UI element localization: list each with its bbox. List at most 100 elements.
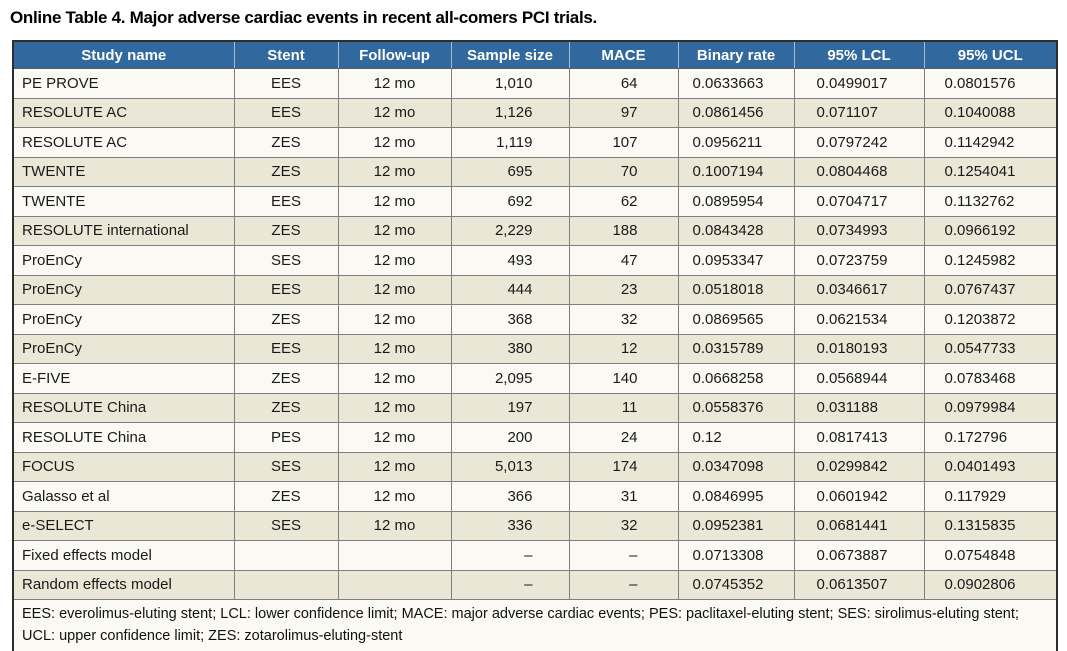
cell-study-name: ProEnCy (12, 304, 235, 335)
table-row: Galasso et al ZES 12 mo 366 31 0.0846995 0.060… (12, 481, 1058, 512)
cell-mace: 11 (568, 392, 679, 423)
cell-follow-up: 12 mo (337, 274, 452, 305)
cell-sample-size: 380 (450, 333, 570, 364)
cell-95-lcl: 0.0613507 (793, 569, 925, 600)
cell-stent: ZES (233, 481, 339, 512)
cell-sample-size: 692 (450, 186, 570, 217)
table-row: Fixed effects model – –0.0713308 0.0673887 0… (12, 540, 1058, 571)
cell-95-lcl: 0.0797242 (793, 127, 925, 158)
cell-stent: ZES (233, 363, 339, 394)
cell-follow-up: 12 mo (337, 245, 452, 276)
cell-mace: – (568, 569, 679, 600)
cell-mace: – (568, 540, 679, 571)
cell-follow-up: 12 mo (337, 186, 452, 217)
cell-mace: 12 (568, 333, 679, 364)
cell-stent: EES (233, 274, 339, 305)
table-row: TWENTE ZES 12 mo 695 70 0.1007194 0.0804468 0.1… (12, 156, 1058, 187)
column-header-follow-up: Follow-up (337, 41, 451, 69)
cell-follow-up: 12 mo (337, 422, 452, 453)
cell-95-ucl: 0.117929 (923, 481, 1058, 512)
cell-95-lcl: 0.0704717 (793, 186, 925, 217)
column-header-95-ucl: 95% UCL (923, 41, 1057, 69)
cell-binary-rate: 0.0518018 (677, 274, 795, 305)
cell-study-name: TWENTE (12, 186, 235, 217)
cell-mace: 64 (568, 68, 679, 99)
table-row: RESOLUTE China PES 12 mo 200 24 0.12 0.0817413… (12, 422, 1058, 453)
cell-study-name: ProEnCy (12, 245, 235, 276)
cell-sample-size: 368 (450, 304, 570, 335)
table-header: Study name Stent Follow-up Sample size MACE B… (13, 41, 1057, 69)
cell-95-ucl: 0.172796 (923, 422, 1058, 453)
cell-95-ucl: 0.1142942 (923, 127, 1058, 158)
cell-study-name: Galasso et al (12, 481, 235, 512)
cell-95-ucl: 0.1203872 (923, 304, 1058, 335)
cell-study-name: RESOLUTE international (12, 215, 235, 246)
cell-binary-rate: 0.0956211 (677, 127, 795, 158)
table-row: ProEnCy EES 12 mo 444 23 0.0518018 0.0346617 0.… (12, 274, 1058, 305)
cell-stent: ZES (233, 392, 339, 423)
column-header-95-lcl: 95% LCL (793, 41, 924, 69)
cell-95-lcl: 0.031188 (793, 392, 925, 423)
cell-stent: ZES (233, 156, 339, 187)
cell-sample-size: – (450, 569, 570, 600)
cell-mace: 97 (568, 97, 679, 128)
cell-stent: PES (233, 422, 339, 453)
table-row: RESOLUTE China ZES 12 mo 197 11 0.0558376 0.03… (12, 392, 1058, 423)
cell-95-lcl: 0.0346617 (793, 274, 925, 305)
cell-follow-up (337, 569, 452, 600)
cell-study-name: Fixed effects model (12, 540, 235, 571)
table-row: TWENTE EES 12 mo 692 62 0.0895954 0.0704717 0.1… (12, 186, 1058, 217)
cell-mace: 24 (568, 422, 679, 453)
cell-stent: ZES (233, 127, 339, 158)
cell-binary-rate: 0.0633663 (677, 68, 795, 99)
cell-binary-rate: 0.0869565 (677, 304, 795, 335)
cell-study-name: TWENTE (12, 156, 235, 187)
cell-binary-rate: 0.0952381 (677, 510, 795, 541)
cell-sample-size: 695 (450, 156, 570, 187)
cell-95-ucl: 0.0902806 (923, 569, 1058, 600)
table-row: RESOLUTE AC ZES 12 mo 1,119 107 0.0956211 0.07… (12, 127, 1058, 158)
table-row: Random effects model – –0.0745352 0.0613507… (12, 569, 1058, 600)
cell-study-name: ProEnCy (12, 274, 235, 305)
cell-sample-size: 200 (450, 422, 570, 453)
cell-95-lcl: 0.0817413 (793, 422, 925, 453)
cell-mace: 70 (568, 156, 679, 187)
cell-study-name: Random effects model (12, 569, 235, 600)
header-row: Study name Stent Follow-up Sample size MACE B… (13, 41, 1057, 69)
cell-stent: ZES (233, 304, 339, 335)
cell-95-ucl: 0.1245982 (923, 245, 1058, 276)
cell-sample-size: – (450, 540, 570, 571)
cell-stent: SES (233, 451, 339, 482)
cell-mace: 62 (568, 186, 679, 217)
table-title: Online Table 4. Major adverse cardiac ev… (10, 8, 597, 27)
cell-binary-rate: 0.0315789 (677, 333, 795, 364)
cell-sample-size: 5,013 (450, 451, 570, 482)
cell-mace: 23 (568, 274, 679, 305)
cell-sample-size: 493 (450, 245, 570, 276)
cell-stent: SES (233, 245, 339, 276)
column-header-mace: MACE (568, 41, 678, 69)
cell-follow-up: 12 mo (337, 304, 452, 335)
cell-binary-rate: 0.0895954 (677, 186, 795, 217)
cell-binary-rate: 0.12 (677, 422, 795, 453)
cell-95-ucl: 0.0401493 (923, 451, 1058, 482)
column-header-binary-rate: Binary rate (677, 41, 794, 69)
cell-binary-rate: 0.0668258 (677, 363, 795, 394)
table-row: ProEnCy EES 12 mo 380 12 0.0315789 0.0180193 0.… (12, 333, 1058, 364)
cell-study-name: RESOLUTE AC (12, 97, 235, 128)
cell-stent: EES (233, 333, 339, 364)
cell-stent (233, 540, 339, 571)
cell-stent: ZES (233, 215, 339, 246)
cell-study-name: FOCUS (12, 451, 235, 482)
cell-follow-up: 12 mo (337, 392, 452, 423)
cell-95-ucl: 0.1315835 (923, 510, 1058, 541)
cell-95-lcl: 0.0804468 (793, 156, 925, 187)
column-header-sample-size: Sample size (450, 41, 569, 69)
cell-study-name: RESOLUTE AC (12, 127, 235, 158)
cell-binary-rate: 0.0953347 (677, 245, 795, 276)
cell-95-lcl: 0.0734993 (793, 215, 925, 246)
cell-study-name: E-FIVE (12, 363, 235, 394)
cell-95-ucl: 0.0754848 (923, 540, 1058, 571)
cell-95-lcl: 0.0673887 (793, 540, 925, 571)
